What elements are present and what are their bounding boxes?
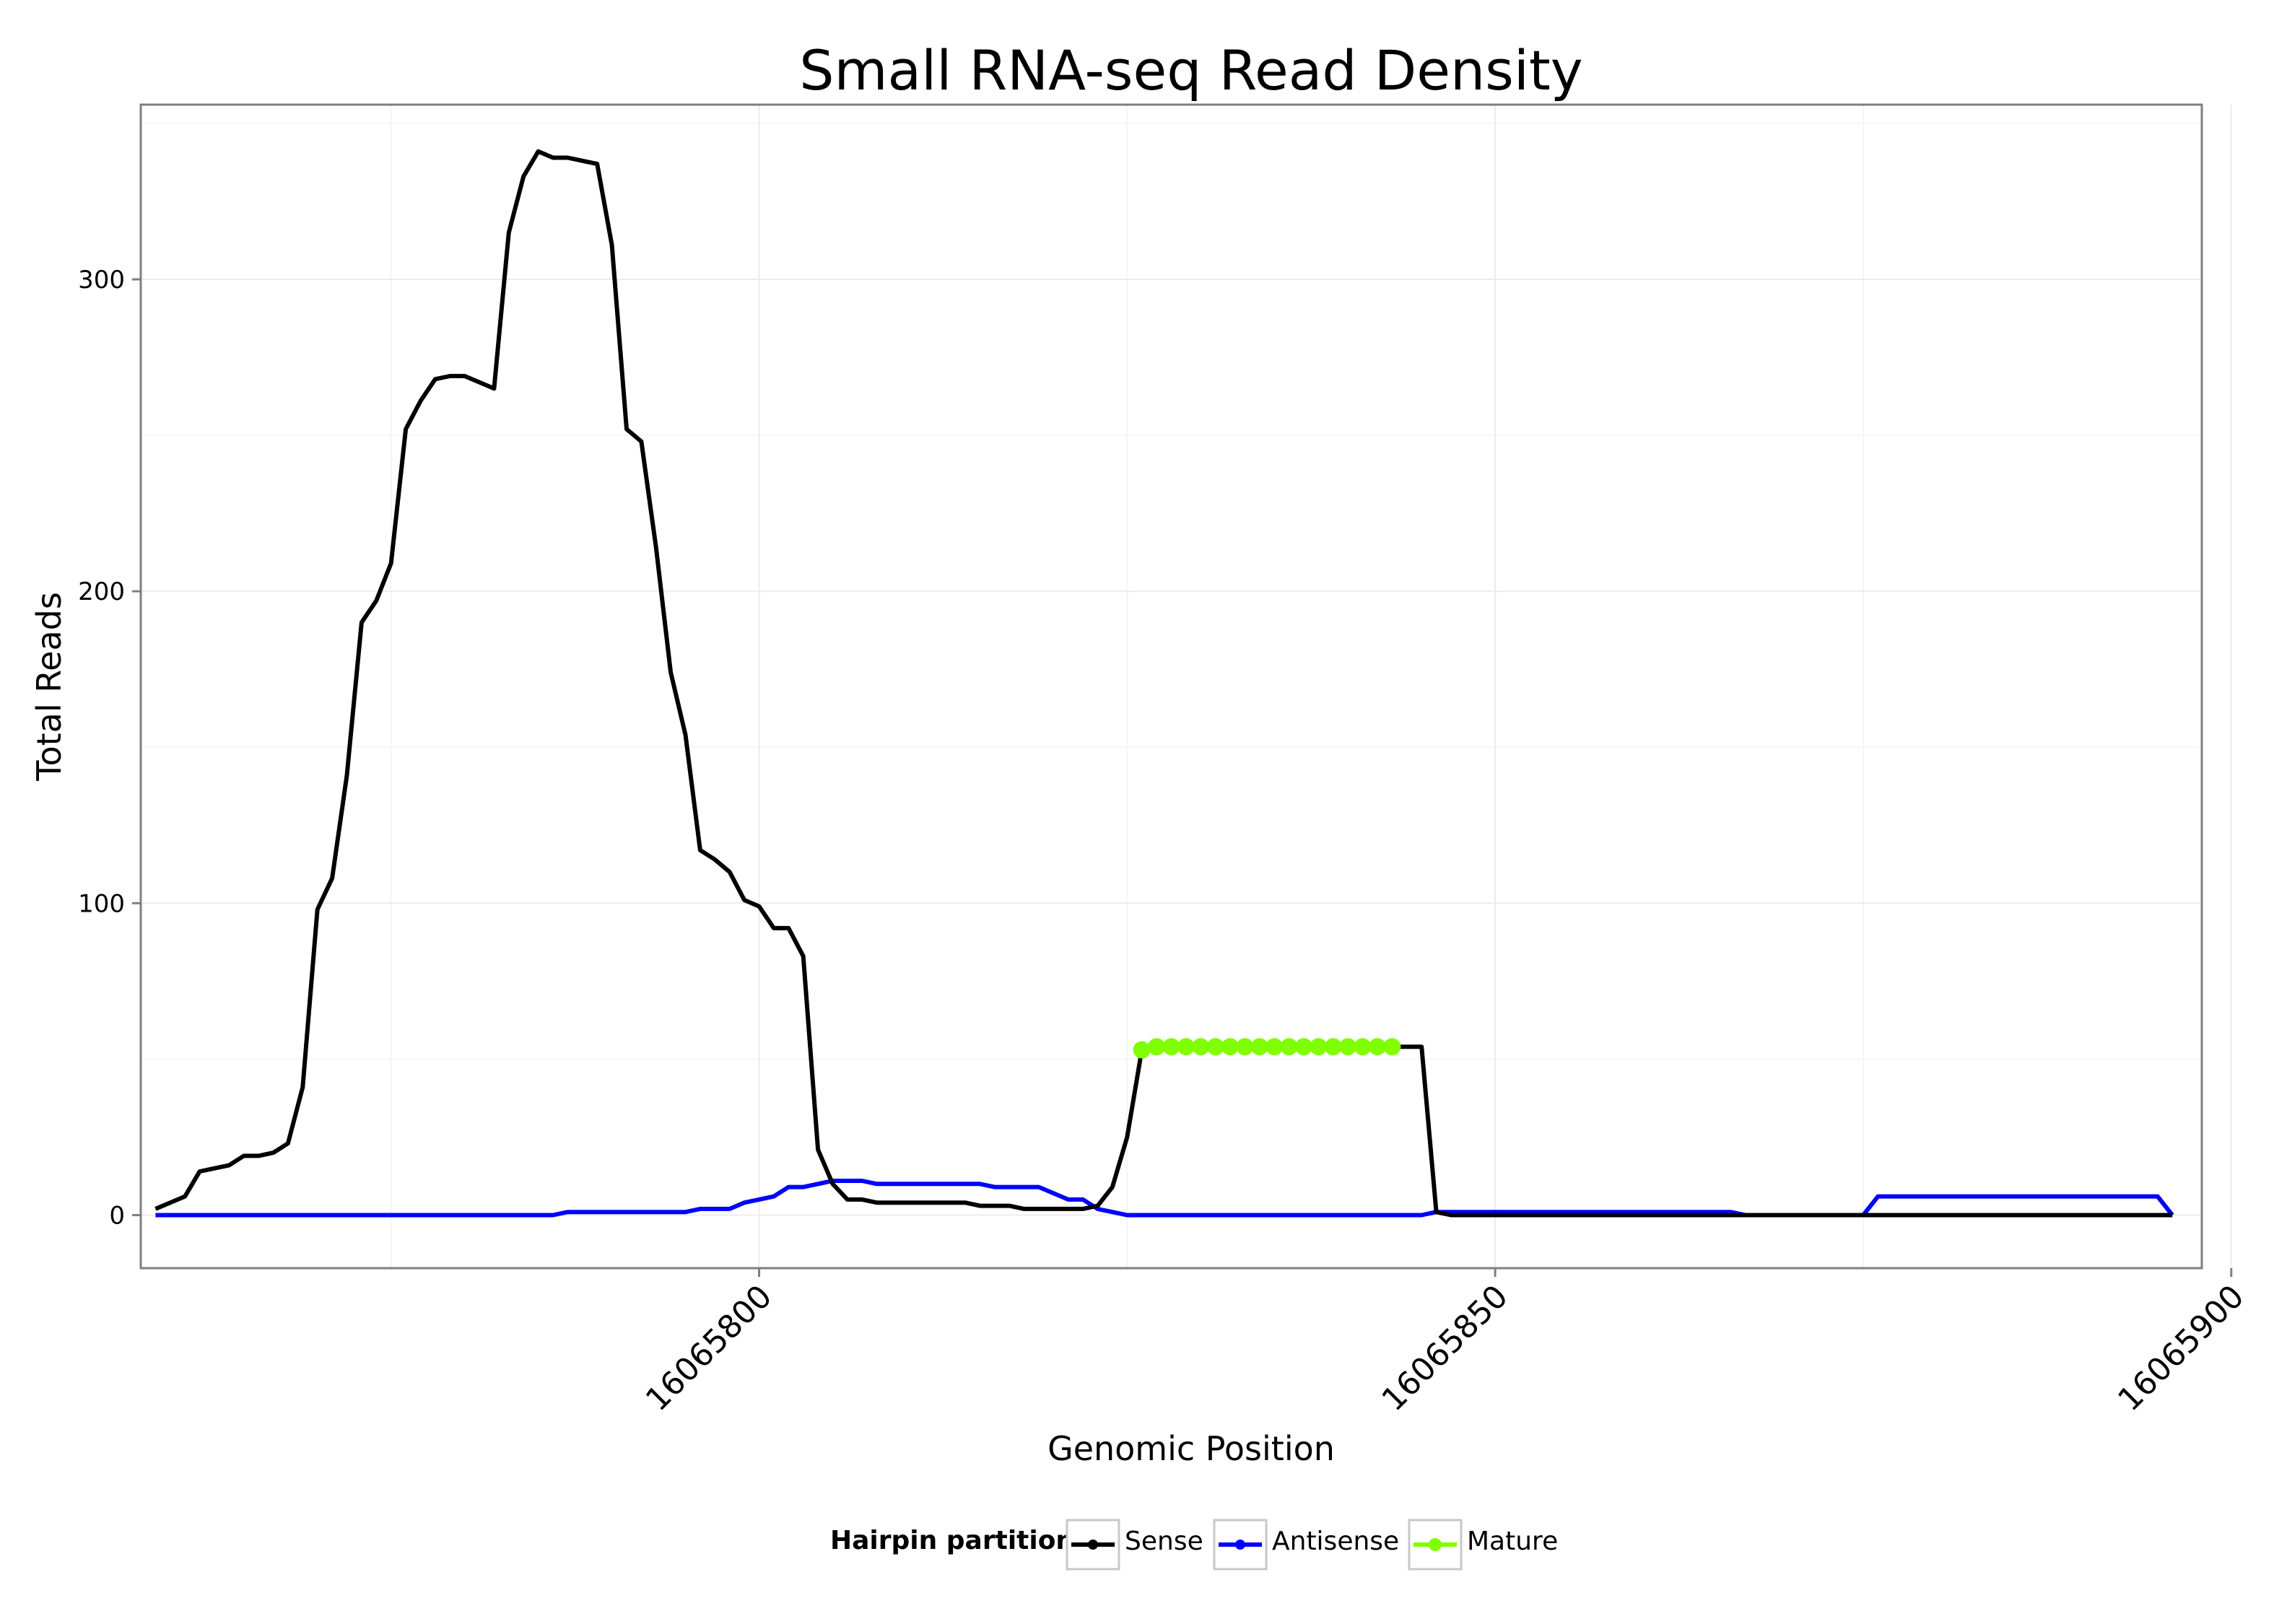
y-axis-label: Total Reads	[30, 592, 69, 782]
mature-point	[1148, 1038, 1166, 1056]
legend-item-mature: Mature	[1408, 1519, 1558, 1571]
legend-label-sense: Sense	[1125, 1527, 1203, 1556]
mature-point	[1369, 1038, 1386, 1056]
mature-point	[1162, 1038, 1180, 1056]
y-axis: 0 100 200 300	[78, 266, 141, 1231]
mature-point	[1206, 1038, 1224, 1056]
mature-point	[1177, 1038, 1195, 1056]
mature-point	[1295, 1038, 1312, 1056]
y-tick-label: 300	[78, 266, 125, 294]
y-tick-label: 200	[78, 577, 125, 606]
mature-point	[1265, 1038, 1284, 1056]
mature-point	[1133, 1041, 1151, 1059]
y-tick-label: 100	[78, 889, 125, 918]
legend-point-sense	[1088, 1540, 1098, 1550]
y-tick-label: 0	[109, 1202, 125, 1231]
legend-title: Hairpin partition	[830, 1526, 1074, 1555]
legend-point-antisense	[1235, 1540, 1245, 1550]
legend-item-sense: Sense	[1066, 1519, 1203, 1571]
mature-point	[1339, 1038, 1357, 1056]
mature-point	[1310, 1038, 1328, 1056]
legend-point-mature	[1429, 1538, 1442, 1551]
mature-points	[1133, 1038, 1401, 1059]
mature-point	[1192, 1038, 1210, 1056]
legend-item-antisense: Antisense	[1213, 1519, 1399, 1571]
x-axis-label: Genomic Position	[1047, 1429, 1335, 1468]
legend-label-antisense: Antisense	[1272, 1527, 1399, 1556]
minor-grid	[141, 105, 2202, 1268]
chart-title: Small RNA-seq Read Density	[799, 38, 1582, 102]
legend-label-mature: Mature	[1467, 1527, 1558, 1556]
mature-point	[1280, 1038, 1298, 1056]
plot-panel	[141, 105, 2202, 1268]
plot-panel-border	[139, 103, 2203, 1270]
mature-point	[1383, 1038, 1401, 1056]
mature-point	[1236, 1038, 1254, 1056]
mature-point	[1250, 1038, 1268, 1056]
legend: Hairpin partition Sense Antisense Mature	[830, 1519, 1558, 1571]
mature-point	[1324, 1038, 1342, 1056]
mature-point	[1354, 1038, 1372, 1056]
mature-point	[1221, 1038, 1240, 1056]
